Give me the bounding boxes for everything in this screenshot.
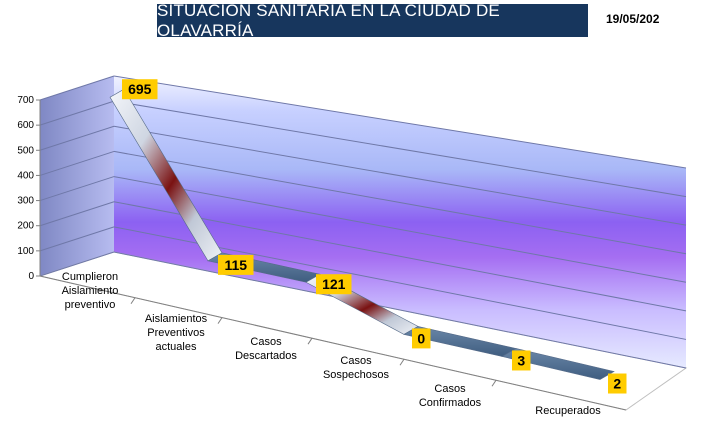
data-label-box <box>412 328 431 349</box>
y-tick-label: 700 <box>17 95 34 106</box>
category-label: Recuperados <box>535 405 601 417</box>
x-tick-mark <box>307 337 313 345</box>
gridline-side <box>39 150 115 176</box>
category-label-line: Casos <box>434 383 466 395</box>
chart-title: SITUACIÓN SANITARIA EN LA CIUDAD DE OLAV… <box>157 1 588 40</box>
data-label-box <box>512 350 531 371</box>
data-label: 121 <box>322 276 346 292</box>
y-axis: 0 100 200 300 400 500 600 700 <box>17 95 41 282</box>
category-label-line: Aislamientos <box>145 313 208 325</box>
data-label-box <box>122 79 158 100</box>
category-label-line: Descartados <box>235 350 297 362</box>
category-label-line: Cumplieron <box>62 271 118 283</box>
y-tick-label: 300 <box>17 196 34 207</box>
data-labels: 695 115 121 0 3 2 <box>122 79 627 394</box>
y-tick-label: 500 <box>17 145 34 156</box>
gridline <box>113 251 687 369</box>
side-wall <box>40 76 114 276</box>
gridline-side <box>39 226 115 252</box>
x-tick-mark <box>399 358 405 366</box>
category-label-line: preventivo <box>65 299 116 311</box>
gridline <box>113 176 687 283</box>
category-label-line: Recuperados <box>535 405 601 417</box>
category-label-line: Aislamiento <box>62 285 119 297</box>
data-label-box <box>218 254 254 275</box>
gridline-side <box>39 100 115 126</box>
gridline <box>113 125 687 226</box>
data-label-box <box>608 373 627 394</box>
y-tick-label: 100 <box>17 246 34 257</box>
y-tick-label: 200 <box>17 221 34 232</box>
x-tick-mark <box>491 379 497 387</box>
gridline <box>113 201 687 312</box>
gridline <box>113 100 687 198</box>
category-label: Casos Descartados <box>235 336 297 362</box>
y-tick-label: 400 <box>17 170 34 181</box>
gridline <box>113 75 687 169</box>
category-label: Casos Confirmados <box>419 383 482 409</box>
category-label-line: Sospechosos <box>323 369 390 381</box>
data-label: 115 <box>224 257 247 273</box>
data-label: 2 <box>613 376 621 392</box>
category-label-line: Casos <box>250 336 282 348</box>
category-label-line: Casos <box>340 355 372 367</box>
y-tick-label: 600 <box>17 120 34 131</box>
x-axis-line <box>39 275 627 411</box>
category-label: Aislamientos Preventivos actuales <box>145 313 208 353</box>
data-label: 3 <box>517 352 525 368</box>
gridline <box>113 150 687 255</box>
data-label-box <box>316 274 352 295</box>
data-ribbon <box>109 88 615 380</box>
data-label: 695 <box>128 81 152 97</box>
category-label-line: Preventivos <box>147 327 205 339</box>
gridline-side <box>39 201 115 227</box>
report-date: 19/05/202 <box>606 12 660 26</box>
category-label: Cumplieron Aislamiento preventivo <box>62 271 119 311</box>
gridlines <box>39 75 687 369</box>
category-label: Casos Sospechosos <box>323 355 390 381</box>
x-tick-mark <box>217 317 223 324</box>
category-label-line: actuales <box>156 341 197 353</box>
gridline-side <box>39 125 115 151</box>
x-tick-mark <box>130 297 136 305</box>
category-label-line: Confirmados <box>419 397 482 409</box>
gridline-side <box>39 251 115 277</box>
data-label: 0 <box>417 330 425 346</box>
x-axis: Cumplieron Aislamiento preventivo Aislamien… <box>39 271 627 417</box>
gridline-side <box>39 176 115 202</box>
gridline-side <box>39 75 115 101</box>
back-wall <box>114 76 686 368</box>
y-tick-label: 0 <box>28 271 34 282</box>
